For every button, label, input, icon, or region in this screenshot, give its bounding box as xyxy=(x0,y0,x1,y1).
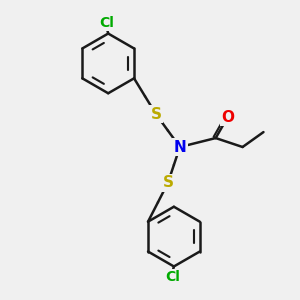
Text: S: S xyxy=(151,107,161,122)
Text: Cl: Cl xyxy=(165,270,180,284)
Text: N: N xyxy=(173,140,186,154)
Text: O: O xyxy=(221,110,234,125)
Text: S: S xyxy=(162,175,173,190)
Text: Cl: Cl xyxy=(99,16,114,30)
